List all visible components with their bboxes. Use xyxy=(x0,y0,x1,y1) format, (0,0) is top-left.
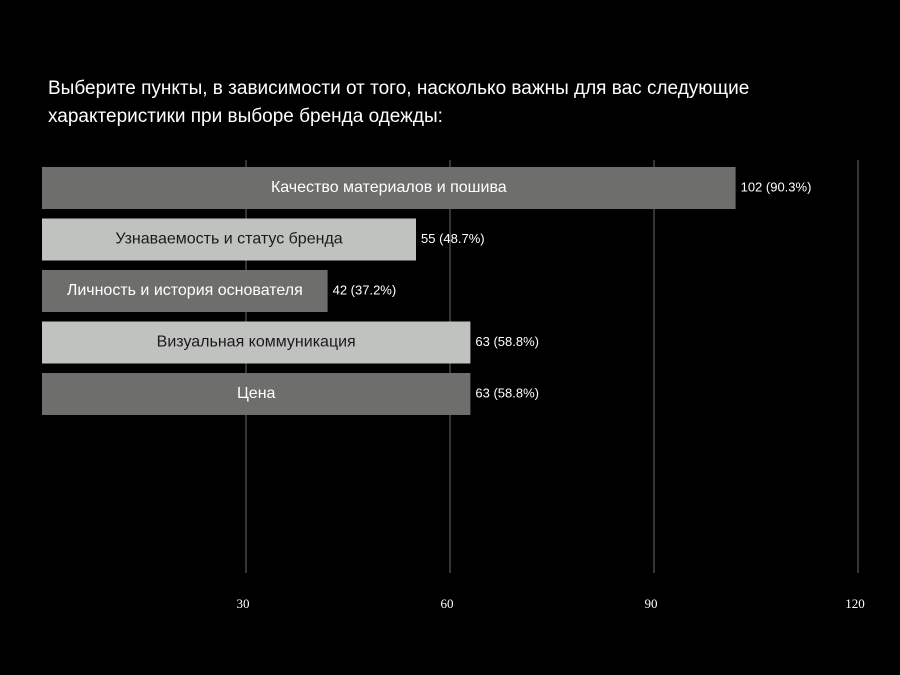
bar xyxy=(42,373,471,415)
value-label: 102 (90.3%) xyxy=(741,179,812,194)
category-label: Цена xyxy=(237,385,276,402)
x-tick-label: 30 xyxy=(237,596,250,611)
value-label: 55 (48.7%) xyxy=(421,231,485,246)
category-label: Узнаваемость и статус бренда xyxy=(115,231,342,248)
bar xyxy=(42,167,736,209)
x-tick-label: 60 xyxy=(441,596,454,611)
x-tick-label: 90 xyxy=(645,596,658,611)
bar xyxy=(42,321,471,364)
chart-title: характеристики при выборе бренда одежды: xyxy=(48,106,443,127)
value-label: 63 (58.8%) xyxy=(475,385,539,400)
bar xyxy=(42,270,328,312)
value-label: 63 (58.8%) xyxy=(475,334,539,349)
category-label: Качество материалов и пошива xyxy=(271,179,507,196)
value-label: 42 (37.2%) xyxy=(333,282,397,297)
bar xyxy=(42,218,416,261)
x-tick-label: 120 xyxy=(845,596,865,611)
category-label: Визуальная коммуникация xyxy=(157,334,356,351)
category-label: Личность и история основателя xyxy=(67,282,303,299)
chart-title: Выберите пункты, в зависимости от того, … xyxy=(48,78,749,99)
